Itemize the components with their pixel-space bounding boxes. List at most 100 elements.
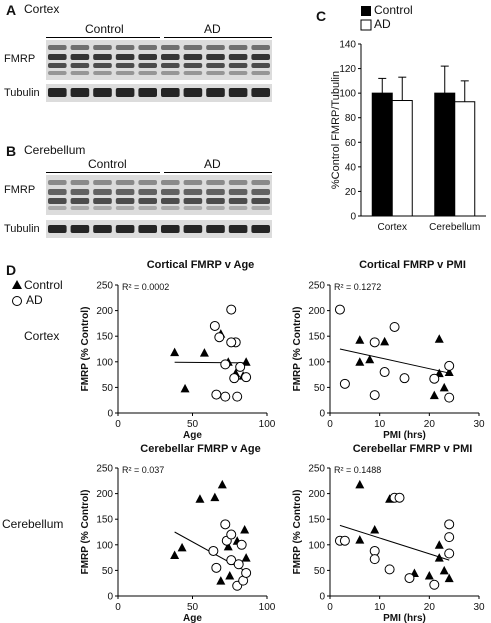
cortex-fmrp-band [70, 71, 90, 75]
scatter-point-control [225, 571, 235, 580]
cerebellum-fmrp-band [115, 180, 135, 185]
cerebellum-fmrp-band [228, 180, 248, 185]
cerebellum-tubulin-band [161, 225, 180, 233]
scatter-x-tick-label: 10 [374, 602, 386, 613]
cerebellum-fmrp-band [70, 198, 90, 204]
scatter-y-tick-label: 200 [96, 306, 113, 317]
cerebellum-fmrp-band [183, 180, 203, 185]
scatter-point-ad [241, 372, 252, 383]
cortex-fmrp-band [48, 63, 67, 68]
cortex-tubulin-band [251, 88, 270, 97]
scatter-y-tick-label: 0 [107, 409, 113, 420]
cerebellum-fmrp-band [206, 189, 225, 195]
cortex-fmrp-band [70, 63, 90, 68]
cortex-fmrp-band [138, 45, 157, 50]
bar-category-label: Cerebellum [429, 222, 480, 233]
cortex-fmrp-band [93, 63, 112, 68]
scatter-point-ad [444, 548, 455, 559]
cerebellum-tubulin-band [228, 225, 248, 233]
bar-y-tick-label: 0 [350, 212, 356, 223]
cortex-tubulin-band [93, 88, 112, 97]
cerebellum-fmrp-band [228, 206, 248, 210]
legend-ad-swatch [360, 19, 372, 31]
panel-a-ad-label: AD [204, 22, 221, 36]
scatter-point-ad [226, 555, 237, 566]
panel-b-control-label: Control [88, 157, 127, 171]
scatter-point-ad [214, 332, 225, 343]
scatter-point-ad [339, 378, 350, 389]
scatter-point-control [439, 565, 449, 575]
scatter-point-ad [379, 367, 390, 378]
cerebellum-fmrp-band [48, 189, 67, 195]
scatter-point-ad [369, 545, 380, 556]
cortex-tubulin-band [161, 88, 180, 97]
scatter-y-tick-label: 250 [96, 464, 113, 475]
cortex-fmrp-band [138, 63, 157, 68]
scatter-y-tick-label: 100 [308, 357, 325, 368]
cerebellum-fmrp-band [70, 206, 90, 210]
scatter-point-control [439, 382, 449, 392]
cerebellum-fmrp-band [48, 198, 67, 204]
cerebellum-fmrp-band [115, 198, 135, 204]
cortex-tubulin-band [48, 88, 67, 97]
scatter-point-ad [208, 545, 219, 556]
scatter-y-tick-label: 50 [102, 566, 114, 577]
scatter-y-axis-title: FMRP (% Control) [80, 307, 91, 392]
scatter-x-tick-label: 10 [374, 419, 386, 430]
panel-c-letter: C [316, 8, 327, 24]
scatter-point-ad [236, 539, 247, 550]
scatter-x-tick-label: 100 [259, 602, 276, 613]
scatter-point-ad [232, 391, 243, 402]
scatter-trend-line [339, 348, 450, 374]
cortex-fmrp-band [161, 45, 180, 50]
scatter-y-axis-title: FMRP (% Control) [80, 490, 91, 575]
cerebellum-fmrp-band [251, 189, 270, 195]
cerebellum-fmrp-band [70, 189, 90, 195]
bar-y-tick-label: 20 [345, 187, 357, 198]
scatter-point-control [355, 335, 365, 344]
bar-y-tick-label: 100 [339, 89, 356, 100]
cortex-tubulin-band [115, 88, 135, 97]
cortex-fmrp-band [206, 63, 225, 68]
cortex-fmrp-band [228, 63, 248, 68]
cortex-tubulin-band [183, 88, 203, 97]
legend-control-swatch [361, 6, 371, 16]
cerebellum-fmrp-band [161, 180, 180, 185]
cerebellum-tubulin-band [206, 225, 225, 233]
panel-b-region-label: Cerebellum [24, 143, 86, 157]
panel-c-legend-ad: AD [374, 17, 391, 31]
scatter-point-ad [444, 360, 455, 371]
cortex-fmrp-band [70, 54, 90, 60]
scatter-y-axis-title: FMRP (% Control) [292, 490, 303, 575]
cortex-fmrp-band [115, 45, 135, 50]
cortex-fmrp-band [228, 54, 248, 60]
scatter-y-tick-label: 0 [319, 592, 325, 603]
bar-ad-cortex [391, 100, 413, 217]
scatter-x-tick-label: 0 [115, 419, 121, 430]
cerebellum-fmrp-band [93, 198, 112, 204]
scatter-x-tick-label: 0 [327, 602, 333, 613]
cerebellum-fmrp-band [183, 198, 203, 204]
bar-y-tick-label: 140 [339, 40, 356, 51]
scatter-point-ad [220, 519, 231, 530]
scatter-point-ad [369, 554, 380, 565]
cerebellum-fmrp-band [138, 206, 157, 210]
cortex-fmrp-band [206, 54, 225, 60]
panel-b-control-line [46, 172, 160, 173]
scatter-point-ad [444, 532, 455, 543]
cortex-fmrp-band [206, 45, 225, 50]
panel-c-legend-control: Control [374, 3, 413, 17]
scatter-y-tick-label: 200 [308, 306, 325, 317]
cerebellum-tubulin-band [183, 225, 203, 233]
cerebellum-fmrp-band [183, 206, 203, 210]
scatter-y-tick-label: 0 [319, 409, 325, 420]
cerebellum-fmrp-band [70, 180, 90, 185]
scatter-point-ad [226, 529, 237, 540]
scatter-x-tick-label: 20 [424, 419, 436, 430]
cortex-tubulin-band [206, 88, 225, 97]
scatter-point-ad [220, 391, 231, 402]
scatter-r2-label: R² = 0.1272 [334, 282, 381, 292]
scatter-point-control [434, 540, 444, 549]
scatter-x-tick-label: 50 [187, 419, 199, 430]
cortex-fmrp-band [183, 71, 203, 75]
